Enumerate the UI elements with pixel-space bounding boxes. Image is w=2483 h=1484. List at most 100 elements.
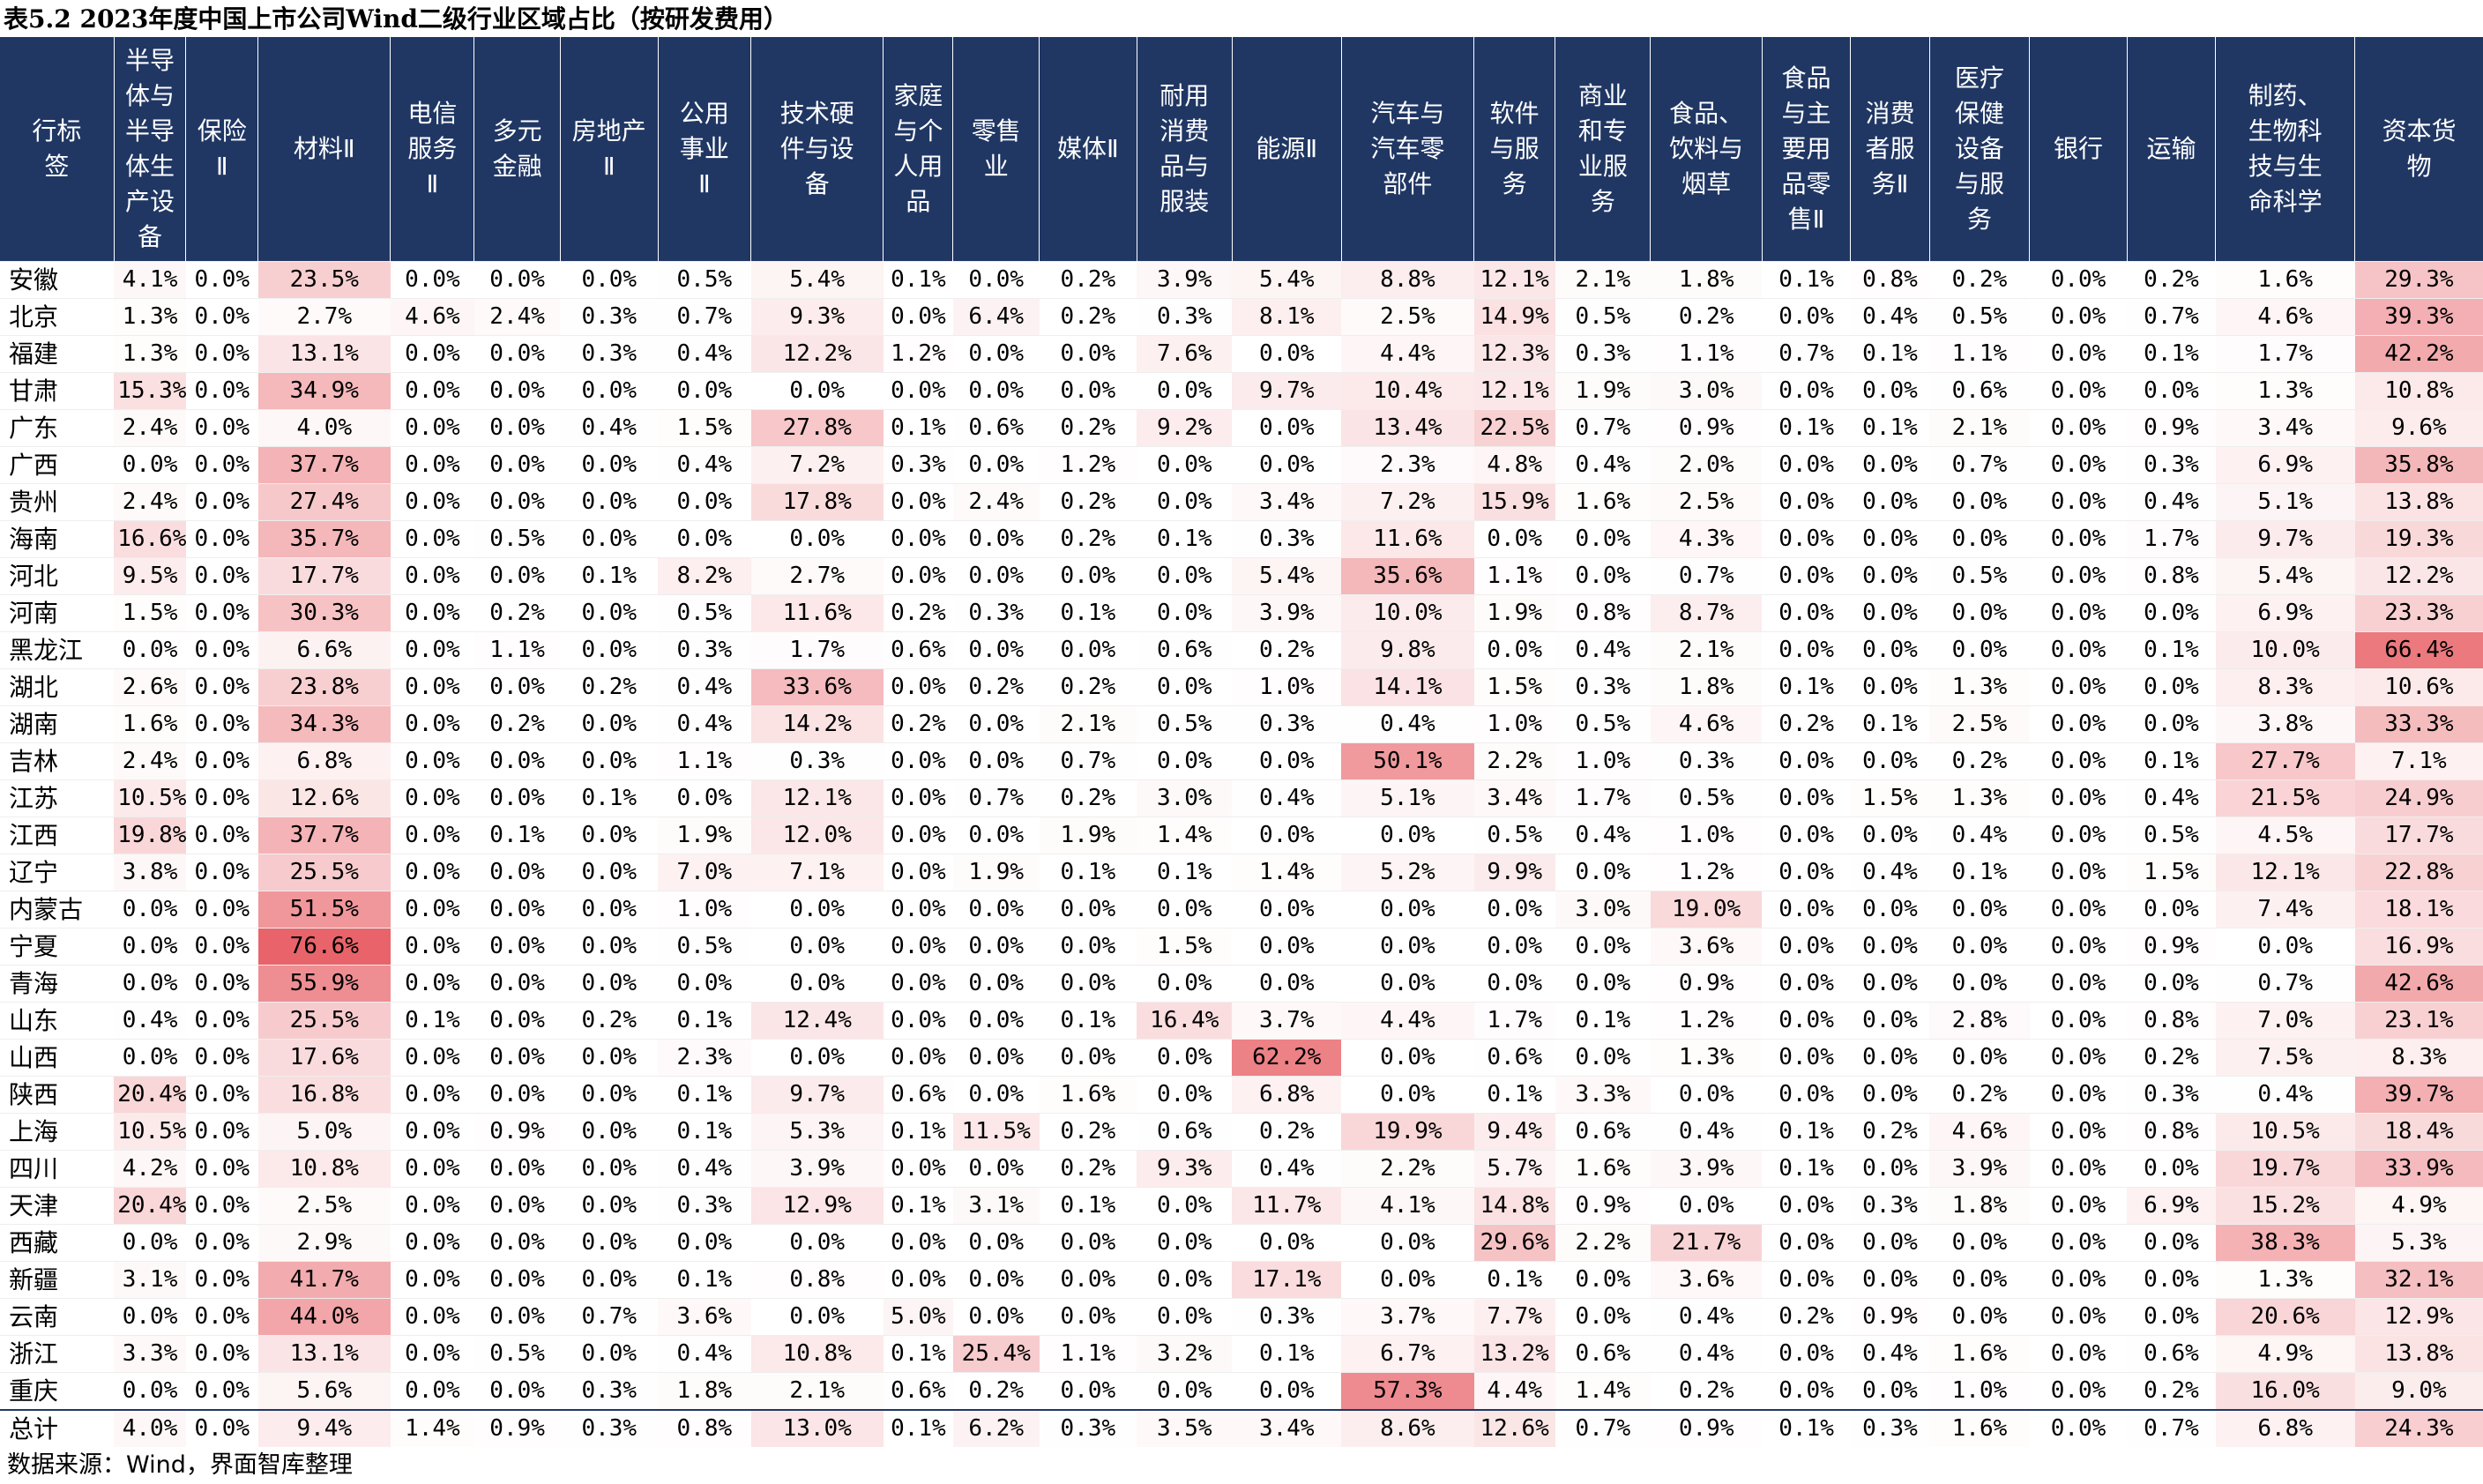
heat-cell: 0.3% [560,1372,659,1410]
heat-cell: 41.7% [257,1261,391,1299]
heat-cell: 1.0% [1555,742,1651,780]
heat-cell: 0.8% [1850,261,1930,299]
row-label: 云南 [0,1298,115,1336]
heat-cell: 0.0% [883,1002,953,1040]
heat-cell: 0.0% [560,928,659,966]
heat-cell: 0.0% [1762,854,1851,891]
heat-cell: 12.2% [750,335,884,373]
heat-cell: 27.8% [750,409,884,447]
heat-cell: 37.7% [257,817,391,854]
heat-cell: 34.3% [257,705,391,743]
heat-cell: 21.5% [2215,779,2355,817]
heat-cell: 0.1% [1039,594,1137,632]
heat-cell: 0.0% [560,446,659,484]
heat-cell: 14.8% [1473,1187,1555,1225]
heat-cell: 33.9% [2354,1150,2483,1188]
heat-cell: 0.1% [2127,631,2216,669]
heat-cell: 12.6% [1473,1409,1555,1447]
heat-cell: 0.2% [1929,1076,2030,1114]
heat-cell: 3.4% [1473,779,1555,817]
heat-cell: 4.6% [390,298,474,336]
row-label: 天津 [0,1187,115,1225]
heat-cell: 0.7% [2215,965,2355,1003]
heat-cell: 6.9% [2215,446,2355,484]
heat-cell: 6.9% [2215,594,2355,632]
heat-cell: 24.3% [2354,1409,2483,1447]
heat-cell: 14.2% [750,705,884,743]
heat-cell: 3.8% [114,854,186,891]
heat-cell: 2.4% [114,483,186,521]
heat-cell: 0.0% [658,1224,751,1262]
heat-cell: 0.1% [1850,705,1930,743]
table-row: 江苏 10.5% 0.0% 12.6% 0.0% 0.0% 0.1% 0.0% 12.1% 0.0… [0,779,2483,817]
column-header-5: 多元 金融 [473,37,561,262]
heat-cell: 0.0% [560,1076,659,1114]
heat-cell: 0.2% [1762,1298,1851,1336]
row-label: 宁夏 [0,928,115,966]
heat-cell: 0.0% [750,1298,884,1336]
heat-cell: 0.0% [883,1261,953,1299]
heat-cell: 0.2% [1039,409,1137,447]
heat-cell: 0.0% [473,1039,561,1077]
heat-cell: 10.5% [2215,1113,2355,1151]
heat-cell: 0.2% [1039,779,1137,817]
heat-cell: 15.3% [114,372,186,410]
heat-cell: 0.0% [1850,446,1930,484]
heat-cell: 42.6% [2354,965,2483,1003]
heat-cell: 0.0% [473,1002,561,1040]
heat-cell: 0.4% [1555,446,1651,484]
heat-cell: 15.2% [2215,1187,2355,1225]
heat-cell: 0.1% [883,409,953,447]
heat-cell: 4.0% [114,1409,186,1447]
heat-cell: 0.0% [185,1409,258,1447]
heat-cell: 0.0% [473,1298,561,1336]
heat-cell: 7.6% [1137,335,1233,373]
heat-cell: 0.0% [114,631,186,669]
heat-cell: 0.1% [1039,854,1137,891]
row-label: 海南 [0,520,115,558]
heat-cell: 0.0% [473,409,561,447]
heat-cell: 12.0% [750,817,884,854]
row-label: 广西 [0,446,115,484]
heat-cell: 0.0% [390,1261,474,1299]
column-header-1: 半导 体与 半导 体生 产设备 [113,37,186,262]
heat-cell: 0.0% [952,891,1040,928]
heat-cell: 0.0% [1137,1039,1233,1077]
heat-cell: 0.0% [1650,1076,1763,1114]
heat-cell: 0.0% [185,965,258,1003]
heat-cell: 0.8% [1555,594,1651,632]
heat-cell: 2.5% [257,1187,391,1225]
heat-cell: 19.8% [114,817,186,854]
heat-cell: 8.3% [2215,668,2355,706]
heat-cell: 3.4% [2215,409,2355,447]
heat-cell: 9.4% [257,1409,391,1447]
heat-cell: 0.0% [1232,1224,1342,1262]
heat-cell: 0.0% [114,1039,186,1077]
heat-cell: 0.6% [1929,372,2030,410]
heat-cell: 4.1% [1341,1187,1474,1225]
heat-cell: 0.0% [658,965,751,1003]
heat-cell: 13.2% [1473,1335,1555,1373]
heat-cell: 9.3% [1137,1150,1233,1188]
heat-cell: 0.0% [1762,928,1851,966]
heat-cell: 12.2% [2354,557,2483,595]
heat-cell: 0.0% [1039,335,1137,373]
heat-cell: 4.3% [1650,520,1763,558]
heat-cell: 0.1% [1232,1335,1342,1373]
heat-cell: 0.0% [185,1002,258,1040]
heat-cell: 0.2% [1039,1150,1137,1188]
heat-cell: 1.7% [1473,1002,1555,1040]
heat-cell: 0.0% [560,817,659,854]
heat-cell: 14.9% [1473,298,1555,336]
column-header-11: 媒体Ⅱ [1039,37,1137,262]
heat-cell: 3.3% [1555,1076,1651,1114]
heat-cell: 0.2% [1929,742,2030,780]
table-row: 广东 2.4% 0.0% 4.0% 0.0% 0.0% 0.4% 1.5% 27.8% 0.1% 0… [0,409,2483,447]
heat-cell: 0.4% [658,1335,751,1373]
heat-cell: 5.4% [1232,261,1342,299]
heat-cell: 1.5% [1137,928,1233,966]
heat-cell: 0.0% [185,335,258,373]
column-header-12: 耐用 消费 品与 服装 [1136,37,1233,262]
heat-cell: 0.0% [114,446,186,484]
heat-cell: 0.2% [2127,261,2216,299]
